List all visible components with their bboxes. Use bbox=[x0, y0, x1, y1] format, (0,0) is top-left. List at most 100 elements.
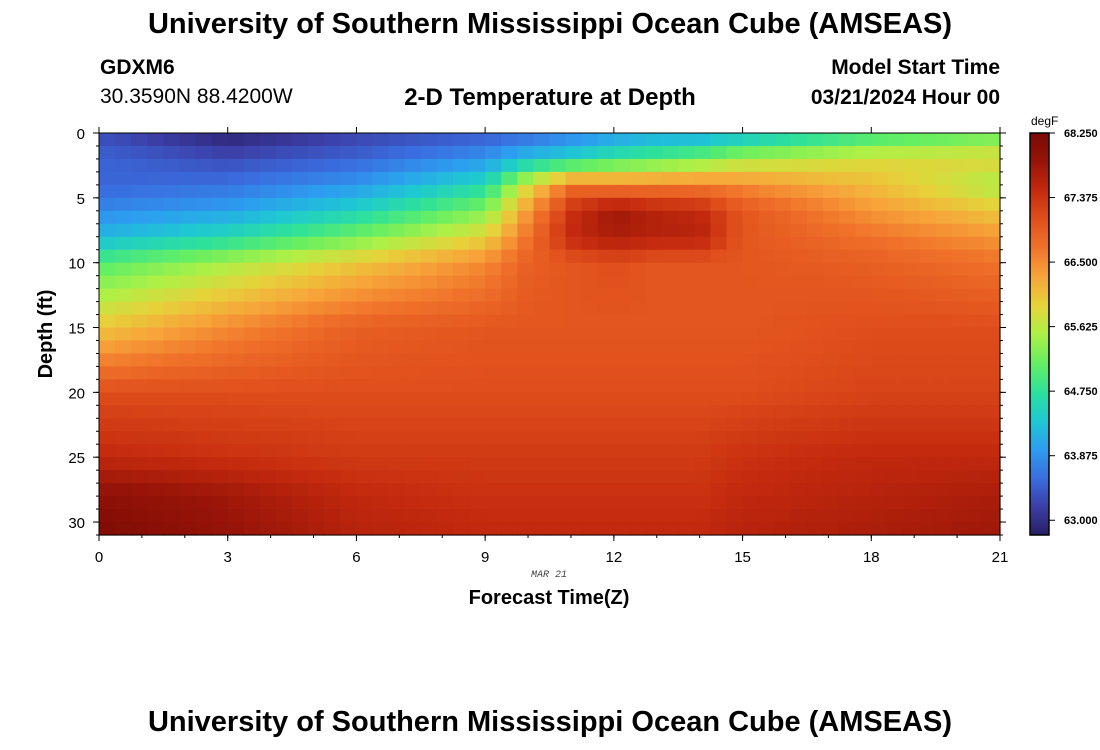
heatmap-cell bbox=[774, 392, 792, 406]
heatmap-cell bbox=[469, 509, 486, 523]
heatmap-cell bbox=[726, 184, 744, 199]
heatmap-cell bbox=[646, 314, 663, 329]
heatmap-cell bbox=[517, 405, 535, 419]
heatmap-cell bbox=[324, 431, 341, 445]
heatmap-cell bbox=[292, 133, 309, 147]
heatmap-cell bbox=[855, 249, 872, 264]
heatmap-cell bbox=[919, 171, 937, 186]
heatmap-cell bbox=[195, 133, 213, 147]
heatmap-cell bbox=[919, 301, 937, 316]
heatmap-cell bbox=[388, 509, 406, 523]
heatmap-cell bbox=[887, 444, 905, 458]
heatmap-cell bbox=[646, 223, 663, 238]
heatmap-cell bbox=[372, 470, 390, 484]
heatmap-cell bbox=[549, 158, 567, 173]
heatmap-cell bbox=[179, 262, 197, 277]
heatmap-cell bbox=[115, 288, 132, 303]
heatmap-cell bbox=[533, 301, 551, 316]
heatmap-cell bbox=[388, 197, 406, 212]
heatmap-cell bbox=[356, 223, 374, 238]
heatmap-cell bbox=[211, 171, 229, 186]
heatmap-cell bbox=[726, 366, 744, 380]
heatmap-cell bbox=[99, 210, 116, 225]
heatmap-cell bbox=[533, 275, 551, 290]
heatmap-cell bbox=[404, 210, 422, 225]
heatmap-cell bbox=[179, 301, 197, 316]
heatmap-cell bbox=[823, 133, 840, 147]
heatmap-cell bbox=[292, 366, 309, 380]
heatmap-cell bbox=[452, 223, 470, 238]
heatmap-cell bbox=[887, 133, 905, 147]
heatmap-cell bbox=[774, 314, 792, 329]
heatmap-cell bbox=[597, 171, 615, 186]
heatmap-cell bbox=[243, 457, 261, 471]
heatmap-cell bbox=[356, 340, 374, 355]
heatmap-cell bbox=[388, 145, 406, 160]
heatmap-cell bbox=[292, 275, 309, 290]
heatmap-cell bbox=[581, 236, 599, 251]
heatmap-cell bbox=[243, 379, 261, 393]
heatmap-cell bbox=[806, 288, 824, 303]
heatmap-cell bbox=[678, 301, 695, 316]
heatmap-cell bbox=[549, 392, 567, 406]
heatmap-cell bbox=[903, 379, 921, 393]
heatmap-cell bbox=[452, 340, 470, 355]
heatmap-cell bbox=[179, 288, 197, 303]
heatmap-cell bbox=[742, 314, 760, 329]
heatmap-cell bbox=[324, 496, 341, 510]
heatmap-cell bbox=[726, 314, 744, 329]
heatmap-cell bbox=[855, 145, 872, 160]
heatmap-cell bbox=[662, 262, 679, 277]
heatmap-cell bbox=[340, 327, 358, 342]
heatmap-cell bbox=[919, 236, 937, 251]
heatmap-cell bbox=[388, 314, 406, 329]
heatmap-cell bbox=[678, 379, 695, 393]
heatmap-cell bbox=[308, 184, 325, 199]
heatmap-cell bbox=[308, 496, 325, 510]
heatmap-cell bbox=[324, 249, 341, 264]
heatmap-cell bbox=[549, 496, 567, 510]
heatmap-cell bbox=[179, 197, 197, 212]
heatmap-cell bbox=[903, 210, 921, 225]
heatmap-cell bbox=[501, 184, 518, 199]
heatmap-cell bbox=[646, 340, 663, 355]
heatmap-cell bbox=[179, 496, 197, 510]
heatmap-cell bbox=[340, 184, 358, 199]
heatmap-cell bbox=[340, 249, 358, 264]
heatmap-cell bbox=[565, 353, 583, 368]
heatmap-cell bbox=[694, 444, 711, 458]
heatmap-cell bbox=[855, 327, 872, 342]
heatmap-cell bbox=[99, 275, 116, 290]
heatmap-cell bbox=[227, 145, 245, 160]
heatmap-cell bbox=[726, 379, 744, 393]
heatmap-cell bbox=[758, 405, 776, 419]
heatmap-cell bbox=[935, 275, 953, 290]
heatmap-cell bbox=[613, 522, 631, 536]
heatmap-cell bbox=[678, 418, 695, 432]
heatmap-cell bbox=[115, 470, 132, 484]
heatmap-cell bbox=[179, 444, 197, 458]
heatmap-cell bbox=[372, 366, 390, 380]
heatmap-cell bbox=[887, 210, 905, 225]
heatmap-cell bbox=[259, 158, 277, 173]
heatmap-cell bbox=[227, 353, 245, 368]
heatmap-cell bbox=[903, 197, 921, 212]
heatmap-cell bbox=[275, 457, 293, 471]
heatmap-cell bbox=[292, 444, 309, 458]
heatmap-cell bbox=[935, 483, 953, 497]
heatmap-cell bbox=[726, 392, 744, 406]
heatmap-cell bbox=[211, 418, 229, 432]
heatmap-cell bbox=[983, 379, 1001, 393]
heatmap-cell bbox=[678, 145, 695, 160]
heatmap-cell bbox=[292, 223, 309, 238]
heatmap-cell bbox=[469, 327, 486, 342]
heatmap-cell bbox=[372, 496, 390, 510]
heatmap-cell bbox=[565, 275, 583, 290]
heatmap-cell bbox=[565, 236, 583, 251]
heatmap-cell bbox=[99, 496, 116, 510]
heatmap-cell bbox=[887, 288, 905, 303]
heatmap-cell bbox=[275, 314, 293, 329]
heatmap-cell bbox=[597, 145, 615, 160]
heatmap-cell bbox=[806, 223, 824, 238]
heatmap-cell bbox=[549, 223, 567, 238]
